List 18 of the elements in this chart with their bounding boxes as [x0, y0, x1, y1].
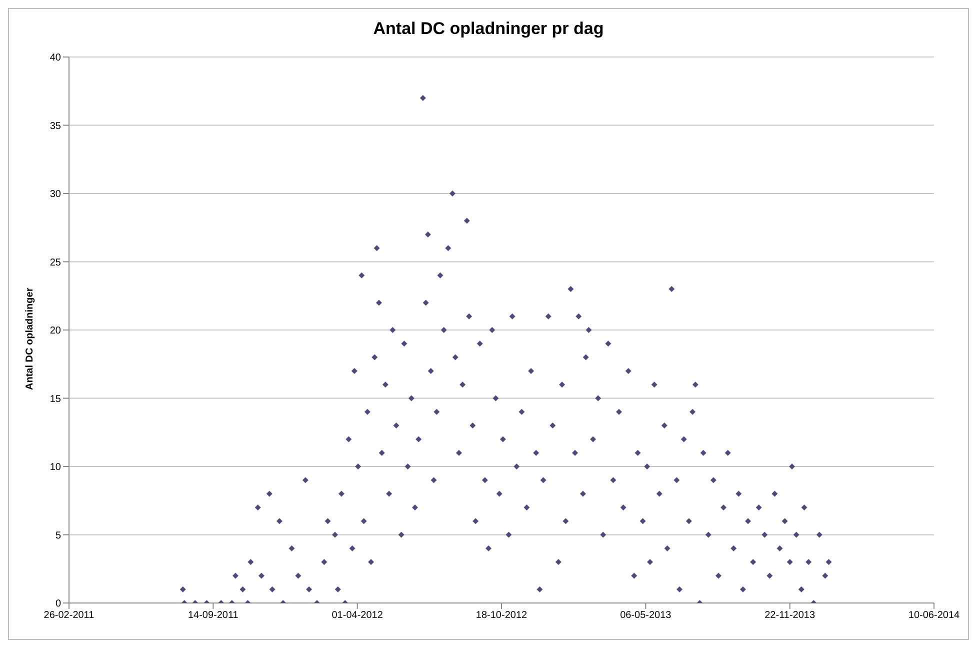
x-tick-label: 22-11-2013 [764, 610, 816, 622]
y-tick-label: 40 [50, 52, 62, 64]
y-tick-label: 20 [50, 326, 62, 337]
x-tick-label: 10-06-2014 [908, 610, 960, 622]
x-tick-label: 01-04-2012 [332, 610, 384, 622]
y-tick-label: 0 [55, 598, 62, 610]
chart-title: Antal DC opladninger pr dag [372, 18, 605, 40]
x-tick-label: 14-09-2011 [188, 610, 239, 622]
y-tick-label: 30 [50, 189, 62, 200]
x-tick-label: 18-10-2012 [476, 610, 528, 622]
y-axis-title: Antal DC opladninger [24, 288, 36, 390]
y-tick-label: 15 [50, 394, 62, 405]
x-tick-label: 26-02-2011 [44, 610, 95, 622]
y-tick-label: 25 [50, 257, 62, 268]
y-tick-label: 5 [55, 530, 62, 542]
y-tick-label: 10 [50, 462, 62, 474]
y-tick-label: 35 [50, 120, 62, 132]
x-tick-label: 06-05-2013 [620, 610, 672, 622]
